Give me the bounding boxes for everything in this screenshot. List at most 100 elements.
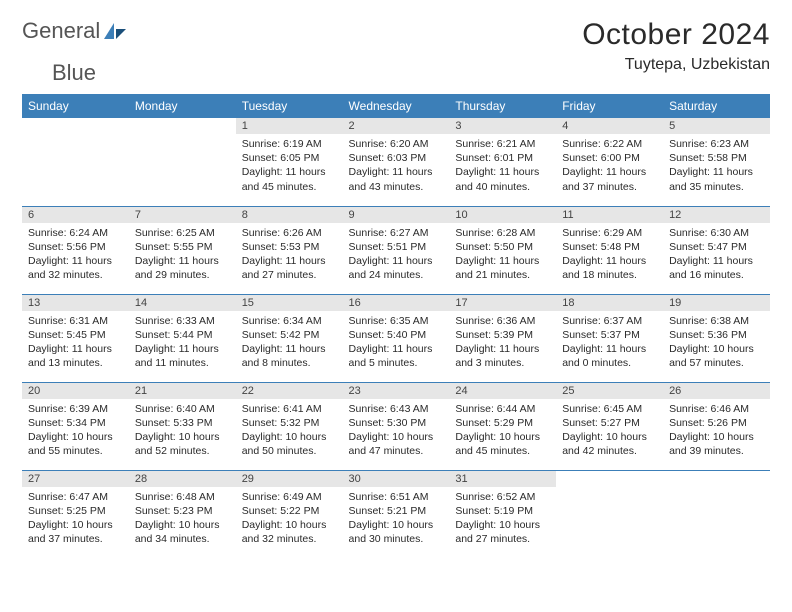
daylight-line: Daylight: 11 hours and 5 minutes. xyxy=(349,342,444,370)
sunset-line: Sunset: 5:27 PM xyxy=(562,416,657,430)
calendar-day-cell: 7Sunrise: 6:25 AMSunset: 5:55 PMDaylight… xyxy=(129,206,236,294)
sunrise-line: Sunrise: 6:21 AM xyxy=(455,137,550,151)
daylight-line: Daylight: 10 hours and 45 minutes. xyxy=(455,430,550,458)
daylight-line: Daylight: 10 hours and 34 minutes. xyxy=(135,518,230,546)
weekday-header: Friday xyxy=(556,94,663,118)
calendar-week-row: 20Sunrise: 6:39 AMSunset: 5:34 PMDayligh… xyxy=(22,382,770,470)
calendar-day-cell: 16Sunrise: 6:35 AMSunset: 5:40 PMDayligh… xyxy=(343,294,450,382)
day-number: 17 xyxy=(449,295,556,311)
calendar-week-row: 1Sunrise: 6:19 AMSunset: 6:05 PMDaylight… xyxy=(22,118,770,206)
day-details: Sunrise: 6:21 AMSunset: 6:01 PMDaylight:… xyxy=(449,134,556,198)
daylight-line: Daylight: 11 hours and 8 minutes. xyxy=(242,342,337,370)
sunset-line: Sunset: 5:22 PM xyxy=(242,504,337,518)
day-number: 31 xyxy=(449,471,556,487)
month-title: October 2024 xyxy=(582,18,770,52)
calendar-day-cell: 5Sunrise: 6:23 AMSunset: 5:58 PMDaylight… xyxy=(663,118,770,206)
daylight-line: Daylight: 10 hours and 55 minutes. xyxy=(28,430,123,458)
calendar-day-cell: 27Sunrise: 6:47 AMSunset: 5:25 PMDayligh… xyxy=(22,470,129,558)
weekday-header: Thursday xyxy=(449,94,556,118)
day-number: 14 xyxy=(129,295,236,311)
calendar-table: Sunday Monday Tuesday Wednesday Thursday… xyxy=(22,94,770,558)
sunset-line: Sunset: 5:23 PM xyxy=(135,504,230,518)
sunset-line: Sunset: 5:32 PM xyxy=(242,416,337,430)
calendar-day-cell: 23Sunrise: 6:43 AMSunset: 5:30 PMDayligh… xyxy=(343,382,450,470)
sunset-line: Sunset: 5:30 PM xyxy=(349,416,444,430)
day-details: Sunrise: 6:45 AMSunset: 5:27 PMDaylight:… xyxy=(556,399,663,463)
calendar-day-cell: 29Sunrise: 6:49 AMSunset: 5:22 PMDayligh… xyxy=(236,470,343,558)
sunrise-line: Sunrise: 6:41 AM xyxy=(242,402,337,416)
daylight-line: Daylight: 10 hours and 39 minutes. xyxy=(669,430,764,458)
sunset-line: Sunset: 5:45 PM xyxy=(28,328,123,342)
sunset-line: Sunset: 6:03 PM xyxy=(349,151,444,165)
day-number: 11 xyxy=(556,207,663,223)
calendar-day-cell: 19Sunrise: 6:38 AMSunset: 5:36 PMDayligh… xyxy=(663,294,770,382)
sunset-line: Sunset: 5:40 PM xyxy=(349,328,444,342)
day-details: Sunrise: 6:33 AMSunset: 5:44 PMDaylight:… xyxy=(129,311,236,375)
sunset-line: Sunset: 5:42 PM xyxy=(242,328,337,342)
sunset-line: Sunset: 5:34 PM xyxy=(28,416,123,430)
day-details: Sunrise: 6:47 AMSunset: 5:25 PMDaylight:… xyxy=(22,487,129,551)
daylight-line: Daylight: 11 hours and 24 minutes. xyxy=(349,254,444,282)
calendar-week-row: 13Sunrise: 6:31 AMSunset: 5:45 PMDayligh… xyxy=(22,294,770,382)
weekday-header: Wednesday xyxy=(343,94,450,118)
daylight-line: Daylight: 11 hours and 18 minutes. xyxy=(562,254,657,282)
daylight-line: Daylight: 10 hours and 27 minutes. xyxy=(455,518,550,546)
daylight-line: Daylight: 11 hours and 40 minutes. xyxy=(455,165,550,193)
sunrise-line: Sunrise: 6:37 AM xyxy=(562,314,657,328)
sunset-line: Sunset: 6:00 PM xyxy=(562,151,657,165)
sunrise-line: Sunrise: 6:20 AM xyxy=(349,137,444,151)
sunrise-line: Sunrise: 6:30 AM xyxy=(669,226,764,240)
sunrise-line: Sunrise: 6:28 AM xyxy=(455,226,550,240)
sunrise-line: Sunrise: 6:40 AM xyxy=(135,402,230,416)
weekday-header-row: Sunday Monday Tuesday Wednesday Thursday… xyxy=(22,94,770,118)
day-details: Sunrise: 6:23 AMSunset: 5:58 PMDaylight:… xyxy=(663,134,770,198)
day-details: Sunrise: 6:37 AMSunset: 5:37 PMDaylight:… xyxy=(556,311,663,375)
calendar-day-cell: 1Sunrise: 6:19 AMSunset: 6:05 PMDaylight… xyxy=(236,118,343,206)
sunset-line: Sunset: 5:37 PM xyxy=(562,328,657,342)
calendar-day-cell: 22Sunrise: 6:41 AMSunset: 5:32 PMDayligh… xyxy=(236,382,343,470)
calendar-day-cell: 28Sunrise: 6:48 AMSunset: 5:23 PMDayligh… xyxy=(129,470,236,558)
calendar-day-cell: 20Sunrise: 6:39 AMSunset: 5:34 PMDayligh… xyxy=(22,382,129,470)
daylight-line: Daylight: 10 hours and 57 minutes. xyxy=(669,342,764,370)
daylight-line: Daylight: 10 hours and 50 minutes. xyxy=(242,430,337,458)
day-number: 1 xyxy=(236,118,343,134)
sunset-line: Sunset: 5:19 PM xyxy=(455,504,550,518)
location-label: Tuytepa, Uzbekistan xyxy=(582,56,770,74)
sunrise-line: Sunrise: 6:48 AM xyxy=(135,490,230,504)
calendar-day-cell: 3Sunrise: 6:21 AMSunset: 6:01 PMDaylight… xyxy=(449,118,556,206)
day-number: 19 xyxy=(663,295,770,311)
sunrise-line: Sunrise: 6:27 AM xyxy=(349,226,444,240)
calendar-day-cell: 12Sunrise: 6:30 AMSunset: 5:47 PMDayligh… xyxy=(663,206,770,294)
sunrise-line: Sunrise: 6:33 AM xyxy=(135,314,230,328)
sunrise-line: Sunrise: 6:43 AM xyxy=(349,402,444,416)
brand-word1: General xyxy=(22,18,100,44)
sunset-line: Sunset: 5:50 PM xyxy=(455,240,550,254)
sunrise-line: Sunrise: 6:39 AM xyxy=(28,402,123,416)
sunset-line: Sunset: 5:39 PM xyxy=(455,328,550,342)
sunset-line: Sunset: 5:33 PM xyxy=(135,416,230,430)
day-number: 13 xyxy=(22,295,129,311)
sunset-line: Sunset: 5:47 PM xyxy=(669,240,764,254)
day-number: 30 xyxy=(343,471,450,487)
sunrise-line: Sunrise: 6:34 AM xyxy=(242,314,337,328)
day-number: 3 xyxy=(449,118,556,134)
day-details: Sunrise: 6:22 AMSunset: 6:00 PMDaylight:… xyxy=(556,134,663,198)
calendar-day-cell: 8Sunrise: 6:26 AMSunset: 5:53 PMDaylight… xyxy=(236,206,343,294)
daylight-line: Daylight: 11 hours and 0 minutes. xyxy=(562,342,657,370)
day-number: 7 xyxy=(129,207,236,223)
day-number: 18 xyxy=(556,295,663,311)
calendar-day-cell: 6Sunrise: 6:24 AMSunset: 5:56 PMDaylight… xyxy=(22,206,129,294)
sunset-line: Sunset: 5:44 PM xyxy=(135,328,230,342)
daylight-line: Daylight: 11 hours and 3 minutes. xyxy=(455,342,550,370)
sunset-line: Sunset: 5:51 PM xyxy=(349,240,444,254)
calendar-day-cell: 15Sunrise: 6:34 AMSunset: 5:42 PMDayligh… xyxy=(236,294,343,382)
day-number: 24 xyxy=(449,383,556,399)
day-details: Sunrise: 6:27 AMSunset: 5:51 PMDaylight:… xyxy=(343,223,450,287)
day-number: 10 xyxy=(449,207,556,223)
calendar-day-cell: 9Sunrise: 6:27 AMSunset: 5:51 PMDaylight… xyxy=(343,206,450,294)
calendar-day-cell: 26Sunrise: 6:46 AMSunset: 5:26 PMDayligh… xyxy=(663,382,770,470)
daylight-line: Daylight: 10 hours and 47 minutes. xyxy=(349,430,444,458)
sunset-line: Sunset: 5:55 PM xyxy=(135,240,230,254)
day-number: 6 xyxy=(22,207,129,223)
sunrise-line: Sunrise: 6:38 AM xyxy=(669,314,764,328)
